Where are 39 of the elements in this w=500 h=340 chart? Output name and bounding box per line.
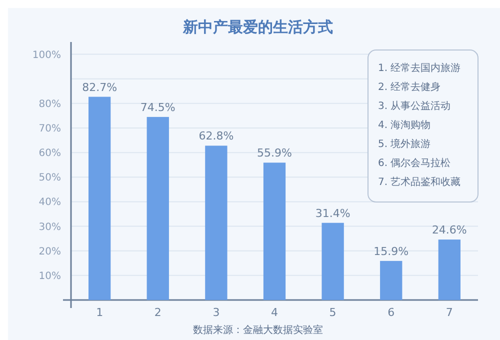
annotation: 6. 偶尔会马拉松 xyxy=(378,157,451,169)
x-tick-label: 7 xyxy=(446,306,453,319)
y-tick-label: 30% xyxy=(38,222,61,233)
bar xyxy=(263,162,286,300)
y-tick-label: 50% xyxy=(38,172,61,184)
bar xyxy=(438,240,461,300)
bar xyxy=(146,116,169,300)
chart-title: 新中产最爱的生活方式 xyxy=(182,18,333,36)
data-label: 15.9% xyxy=(374,244,409,258)
data-label: 82.7% xyxy=(82,80,118,94)
x-tick-label: 2 xyxy=(154,306,162,319)
data-label: 74.5% xyxy=(140,100,176,114)
x-tick-label: 4 xyxy=(271,306,278,319)
bar xyxy=(205,146,228,300)
bar xyxy=(322,222,344,300)
x-tick-label: 6 xyxy=(388,306,395,319)
data-label: 31.4% xyxy=(315,206,350,220)
source-note: 数据来源：金融大数据实验室 xyxy=(193,324,323,336)
bar xyxy=(380,260,402,300)
annotation: 7. 艺术品鉴和收藏 xyxy=(378,176,461,188)
y-tick-label: 10% xyxy=(38,270,61,282)
y-tick-label: 20% xyxy=(38,246,61,258)
x-tick-label: 5 xyxy=(329,306,336,319)
bar xyxy=(88,96,111,300)
y-tick-label: 60% xyxy=(38,148,61,160)
x-tick-label: 1 xyxy=(96,306,104,319)
y-tick-label: 100% xyxy=(32,50,61,61)
y-tick-label: 70% xyxy=(38,124,61,134)
annotation: 3. 从事公益活动 xyxy=(378,100,451,112)
annotation: 4. 海淘购物 xyxy=(378,119,431,131)
x-tick-label: 3 xyxy=(212,306,220,319)
data-label: 55.9% xyxy=(257,146,292,160)
annotation: 1. 经常去国内旅游 xyxy=(378,62,461,74)
y-tick-label: 80% xyxy=(38,98,61,110)
annotation: 2. 经常去健身 xyxy=(378,81,441,93)
data-label: 24.6% xyxy=(432,224,467,237)
y-tick-label: 40% xyxy=(38,197,61,208)
annotation: 5. 境外旅游 xyxy=(378,138,431,150)
data-label: 62.8% xyxy=(198,130,234,143)
